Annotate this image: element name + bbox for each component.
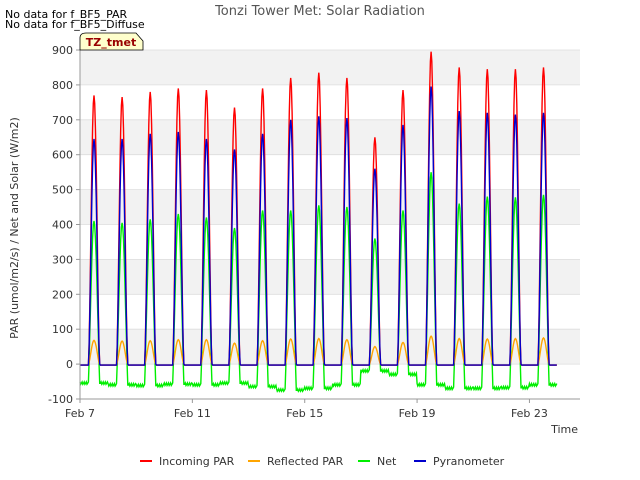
y-tick-label: 700 xyxy=(52,114,73,127)
x-tick-label: Feb 15 xyxy=(286,407,323,420)
legend-label-net: Net xyxy=(377,455,397,468)
y-tick-label: 800 xyxy=(52,79,73,92)
y-tick-label: 100 xyxy=(52,323,73,336)
tz-tmet-badge: TZ_tmet xyxy=(79,32,144,51)
legend-label-pyranometer: Pyranometer xyxy=(433,455,505,468)
legend-label-incoming-par: Incoming PAR xyxy=(159,455,235,468)
series-net xyxy=(79,172,558,393)
x-tick-label: Feb 11 xyxy=(174,407,211,420)
y-tick-label: -100 xyxy=(48,393,73,406)
series-pyranometer xyxy=(80,86,557,366)
x-axis-label: Time xyxy=(550,423,578,436)
y-tick-label: 400 xyxy=(52,219,73,232)
grid-band xyxy=(80,119,580,155)
y-tick-label: 0 xyxy=(66,358,73,371)
chart-title: Tonzi Tower Met: Solar Radiation xyxy=(214,4,425,19)
y-tick-label: 200 xyxy=(52,288,73,301)
no-data-note-diffuse: No data for f_BF5_Diffuse xyxy=(5,18,145,31)
x-tick-label: Feb 19 xyxy=(399,407,436,420)
y-axis: -100 0 100 200 300 400 500 600 700 800 900 xyxy=(48,44,81,406)
x-axis: Feb 7 Feb 11 Feb 15 Feb 19 Feb 23 xyxy=(65,398,580,420)
y-tick-label: 900 xyxy=(52,44,73,57)
series-layer xyxy=(79,51,558,393)
grid-band xyxy=(80,189,580,225)
grid-band xyxy=(80,50,580,85)
grid-band xyxy=(80,259,580,295)
x-tick-label: Feb 7 xyxy=(65,407,95,420)
grid-bands xyxy=(80,50,580,365)
legend-label-reflected-par: Reflected PAR xyxy=(267,455,344,468)
tz-tmet-label: TZ_tmet xyxy=(86,36,136,49)
y-tick-label: 600 xyxy=(52,149,73,162)
x-tick-label: Feb 23 xyxy=(511,407,548,420)
no-data-note-par: No data for f_BF5_PAR xyxy=(5,8,128,21)
y-axis-label: PAR (umol/m2/s) / Net and Solar (W/m2) xyxy=(8,117,21,339)
y-tick-label: 300 xyxy=(52,253,73,266)
legend: Incoming PAR Reflected PAR Net Pyranometer xyxy=(140,455,505,468)
y-tick-label: 500 xyxy=(52,184,73,197)
grid-band xyxy=(80,329,580,365)
